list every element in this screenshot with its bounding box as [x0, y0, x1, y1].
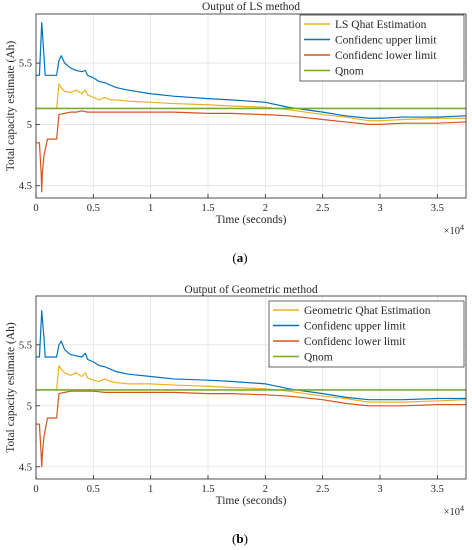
x-tick-label: 1	[148, 484, 153, 495]
legend-label-3: Confidenc lower limit	[304, 336, 406, 348]
chart-title: Output of LS method	[202, 1, 300, 13]
x-tick-label: 0	[33, 203, 38, 214]
legend-box	[268, 300, 465, 368]
x-tick-label: 2	[263, 484, 268, 495]
axes-box	[35, 13, 467, 199]
x-tick-label: 2	[263, 203, 268, 214]
x-multiplier: ×104	[444, 223, 464, 237]
caption-b: (b)	[232, 531, 248, 546]
x-tick-label: 3	[377, 484, 382, 495]
x-tick-label: 0	[33, 484, 38, 495]
legend-label-2: Confidenc upper limit	[304, 321, 406, 333]
y-tick-label: 4.5	[19, 462, 32, 473]
legend-label-2: Confidenc upper limit	[335, 35, 437, 47]
x-tick-label: 3	[377, 203, 382, 214]
x-multiplier: ×104	[444, 504, 464, 518]
x-tick-label: 3.5	[431, 484, 444, 495]
x-tick-label: 1	[148, 203, 153, 214]
legend-label-4: Qnom	[304, 352, 333, 364]
caption-a: (a)	[232, 250, 247, 265]
x-axis-label: Time (seconds)	[216, 214, 287, 226]
series-line-3	[36, 110, 467, 193]
series-line-2	[36, 21, 467, 119]
series-line-1	[36, 83, 466, 122]
x-tick-label: 2.5	[316, 203, 329, 214]
x-tick-label: 0.5	[87, 203, 100, 214]
legend: Geometric Qhat Estimation Confidenc upper…	[268, 300, 465, 368]
series-line-2	[36, 310, 466, 401]
chart-title: Output of Geometric method	[184, 284, 317, 296]
series-line-1	[36, 364, 467, 403]
x-tick-label: 1.5	[201, 203, 214, 214]
axes-box	[35, 295, 467, 480]
x-tick-label: 3.5	[431, 203, 444, 214]
chart-geometric-method: 0 0.5 1 1.5 2 2.5 3 3.5 4.5 5 5.5 Output of Geometr…	[5, 284, 467, 518]
x-tick-label: 1.5	[201, 484, 214, 495]
y-tick-label: 5.5	[19, 59, 32, 70]
legend-label-1: LS Qhat Estimation	[335, 19, 427, 31]
y-tick-label: 4.5	[19, 181, 32, 192]
y-axis-label: Total capacity estimate (Ah)	[5, 322, 17, 453]
legend: LS Qhat Estimation Confidenc upper limit C…	[299, 14, 465, 82]
y-tick-label: 5	[27, 120, 32, 131]
legend-label-4: Qnom	[335, 66, 364, 78]
y-axis-label: Total capacity estimate (Ah)	[5, 41, 17, 172]
x-tick-label: 0.5	[87, 484, 100, 495]
x-tick-label: 2.5	[316, 484, 329, 495]
y-tick-label: 5	[27, 401, 32, 412]
y-tick-label: 5.5	[19, 340, 32, 351]
x-axis-label: Time (seconds)	[216, 495, 287, 507]
series-line-3	[36, 390, 466, 468]
chart-ls-method: 0 0.5 1 1.5 2 2.5 3 3.5 4.5 5 5.5 Output of LS meth…	[5, 1, 467, 237]
legend-label-3: Confidenc lower limit	[335, 50, 437, 62]
legend-label-1: Geometric Qhat Estimation	[304, 305, 431, 317]
